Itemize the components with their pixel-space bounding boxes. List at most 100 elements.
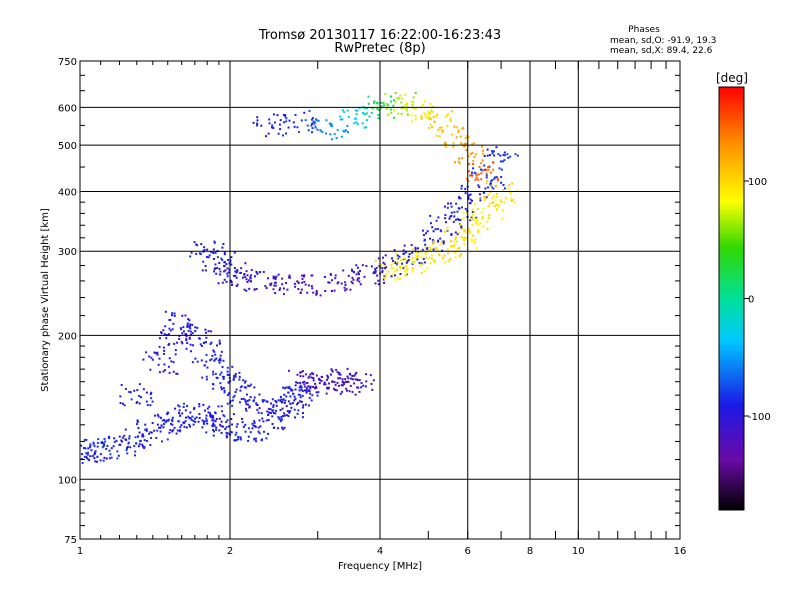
data-point bbox=[414, 118, 417, 121]
data-point bbox=[290, 406, 293, 409]
data-point bbox=[342, 269, 345, 272]
data-point bbox=[194, 357, 197, 360]
data-point bbox=[366, 119, 369, 122]
data-point bbox=[437, 239, 440, 242]
data-point bbox=[456, 210, 459, 213]
data-point bbox=[330, 138, 333, 141]
data-point bbox=[185, 426, 188, 429]
data-point bbox=[213, 359, 216, 362]
data-point bbox=[141, 433, 144, 436]
data-point bbox=[396, 263, 399, 266]
data-point bbox=[323, 381, 326, 384]
data-point bbox=[285, 405, 288, 408]
data-point bbox=[295, 381, 298, 384]
data-point bbox=[453, 211, 456, 214]
data-point bbox=[258, 407, 261, 410]
data-point bbox=[312, 379, 315, 382]
data-point bbox=[410, 120, 413, 123]
data-point bbox=[144, 423, 147, 426]
data-point bbox=[223, 253, 226, 256]
data-point bbox=[92, 441, 95, 444]
data-point bbox=[377, 279, 380, 282]
data-point bbox=[97, 438, 100, 441]
data-point bbox=[342, 129, 345, 132]
data-point bbox=[245, 409, 248, 412]
data-point bbox=[103, 456, 106, 459]
data-point bbox=[156, 413, 159, 416]
data-point bbox=[453, 215, 456, 218]
data-point bbox=[301, 381, 304, 384]
data-point bbox=[477, 173, 480, 176]
data-point bbox=[358, 390, 361, 393]
data-point bbox=[150, 356, 153, 359]
data-point bbox=[220, 388, 223, 391]
data-point bbox=[500, 201, 503, 204]
data-point bbox=[312, 373, 315, 376]
data-point bbox=[330, 124, 333, 127]
data-point bbox=[208, 405, 211, 408]
data-point bbox=[186, 405, 189, 408]
data-point bbox=[171, 423, 174, 426]
data-point bbox=[195, 416, 198, 419]
data-point bbox=[474, 172, 477, 175]
data-point bbox=[430, 222, 433, 225]
y-tick-label: 750 bbox=[58, 57, 77, 68]
data-point bbox=[209, 330, 212, 333]
data-point bbox=[428, 256, 431, 259]
data-point bbox=[277, 399, 280, 402]
data-point bbox=[262, 430, 265, 433]
data-point bbox=[209, 414, 212, 417]
series-f-layer-o-mode bbox=[189, 146, 519, 297]
data-point bbox=[475, 247, 478, 250]
data-point bbox=[87, 451, 90, 454]
x-tick-label: 4 bbox=[377, 546, 383, 557]
data-point bbox=[302, 275, 305, 278]
data-point bbox=[450, 214, 453, 217]
data-point bbox=[486, 227, 489, 230]
data-point bbox=[291, 402, 294, 405]
data-point bbox=[214, 251, 217, 254]
data-point bbox=[139, 396, 142, 399]
data-point bbox=[418, 261, 421, 264]
data-point bbox=[475, 174, 478, 177]
data-point bbox=[162, 329, 165, 332]
data-point bbox=[214, 358, 217, 361]
data-point bbox=[486, 148, 489, 151]
data-point bbox=[93, 445, 96, 448]
data-point bbox=[411, 248, 414, 251]
data-point bbox=[223, 270, 226, 273]
data-point bbox=[493, 177, 496, 180]
data-point bbox=[145, 439, 148, 442]
data-point bbox=[355, 264, 358, 267]
data-point bbox=[396, 96, 399, 99]
data-point bbox=[384, 92, 387, 95]
data-point bbox=[365, 380, 368, 383]
data-point bbox=[395, 252, 398, 255]
data-point bbox=[420, 114, 423, 117]
data-point bbox=[312, 377, 315, 380]
data-point bbox=[259, 425, 262, 428]
data-point bbox=[154, 352, 157, 355]
data-point bbox=[219, 373, 222, 376]
data-point bbox=[493, 194, 496, 197]
data-point bbox=[452, 145, 455, 148]
data-point bbox=[319, 294, 322, 297]
data-point bbox=[247, 439, 250, 442]
data-point bbox=[336, 371, 339, 374]
data-point bbox=[288, 274, 291, 277]
data-point bbox=[136, 389, 139, 392]
data-point bbox=[137, 445, 140, 448]
data-point bbox=[269, 412, 272, 415]
data-point bbox=[150, 431, 153, 434]
data-point bbox=[282, 287, 285, 290]
data-point bbox=[167, 344, 170, 347]
data-point bbox=[313, 387, 316, 390]
data-point bbox=[467, 180, 470, 183]
data-point bbox=[217, 405, 220, 408]
data-point bbox=[96, 455, 99, 458]
data-point bbox=[302, 404, 305, 407]
data-point bbox=[256, 272, 259, 275]
data-point bbox=[509, 155, 512, 158]
data-point bbox=[511, 199, 514, 202]
data-point bbox=[353, 374, 356, 377]
